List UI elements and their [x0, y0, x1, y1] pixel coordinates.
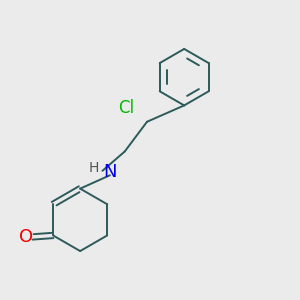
Text: Cl: Cl — [118, 99, 134, 117]
Text: N: N — [103, 163, 117, 181]
Text: H: H — [89, 161, 99, 175]
Text: O: O — [19, 228, 33, 246]
